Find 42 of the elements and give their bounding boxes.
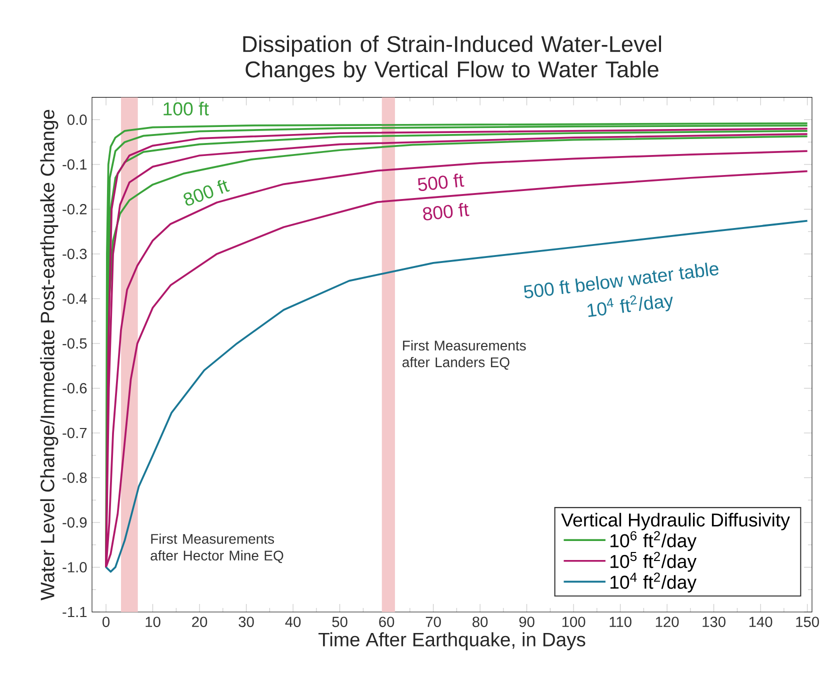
annotation: 800 ft: [423, 202, 470, 220]
y-tick-label: -0.6: [62, 383, 87, 394]
annotation: 10$^{4}$ ft$^{2}$/day: [588, 295, 673, 317]
y-tick-label: -1.1: [62, 606, 87, 618]
x-tick-label: 0: [102, 616, 110, 628]
x-tick-label: 120: [656, 616, 679, 628]
legend-label: 10$^{6}$ ft$^{2}$/day: [610, 531, 697, 552]
y-tick-label: 0.0: [67, 114, 87, 125]
x-tick-label: 60: [379, 616, 394, 628]
x-tick-label: 10: [146, 616, 160, 628]
x-axis-title: Time After Earthquake, in Days: [318, 632, 586, 650]
x-tick-label: 90: [519, 616, 534, 628]
y-axis-title: Water Level Change/Immediate Post-earthquake Change: [40, 110, 58, 600]
y-tick-label: -0.2: [62, 204, 87, 214]
x-tick-label: 20: [192, 616, 208, 628]
y-tick-label: -0.9: [62, 517, 87, 528]
legend-label: 10$^{5}$ ft$^{2}$/day: [610, 552, 697, 572]
x-tick-label: 50: [332, 616, 348, 628]
x-tick-label: 150: [796, 616, 819, 628]
annotation: 100 ft: [164, 102, 209, 116]
annotation: 800 ft: [184, 180, 230, 206]
y-tick-label: -1.0: [62, 562, 87, 572]
legend-title: Vertical Hydraulic Diffusivity: [561, 512, 790, 530]
x-tick-label: 130: [702, 616, 726, 628]
x-tick-label: 80: [472, 616, 488, 628]
y-tick-label: -0.8: [62, 472, 87, 483]
annotation: 500 ft: [418, 174, 464, 192]
x-tick-label: 110: [610, 616, 632, 628]
x-tick-label: 70: [426, 616, 441, 628]
x-tick-label: 140: [749, 616, 772, 628]
x-tick-label: 100: [562, 616, 586, 628]
y-tick-label: -0.1: [62, 159, 87, 170]
x-tick-label: 40: [285, 616, 301, 628]
y-tick-label: -0.4: [62, 294, 87, 304]
y-tick-label: -0.3: [62, 248, 87, 260]
y-tick-label: -0.5: [62, 338, 87, 349]
band-label: First Measurements after Hector Mine EQ: [150, 534, 284, 564]
band-label: First Measurements after Landers EQ: [402, 340, 526, 370]
chart-title: Dissipation of Strain-Induced Water-Level Changes by Vertical Flow to Water Table: [243, 35, 662, 82]
legend-label: 10$^{4}$ ft$^{2}$/day: [610, 572, 697, 593]
y-tick-label: -0.7: [62, 428, 87, 438]
x-tick-label: 30: [238, 616, 254, 628]
